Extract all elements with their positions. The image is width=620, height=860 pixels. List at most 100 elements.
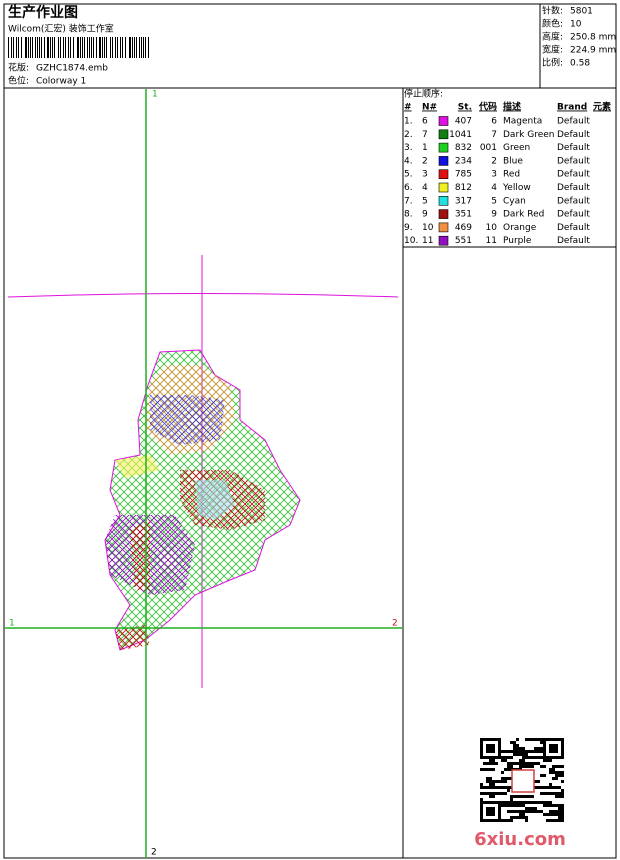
color-swatch (438, 182, 449, 193)
qr-cell (519, 810, 522, 813)
bar-stripe (110, 37, 111, 58)
qr-cell (561, 753, 564, 756)
qr-cell (525, 765, 528, 768)
qr-cell (558, 792, 561, 795)
qr-cell (519, 795, 522, 798)
qr-cell (504, 777, 507, 780)
qr-cell (498, 741, 501, 744)
qr-cell (561, 816, 564, 819)
column-header: 描述 (503, 101, 521, 113)
qr-cell (555, 819, 558, 822)
qr-cell (504, 756, 507, 759)
qr-cell (549, 786, 552, 789)
qr-cell (480, 753, 483, 756)
qr-cell (519, 762, 522, 765)
qr-cell (558, 813, 561, 816)
qr-cell (489, 786, 492, 789)
qr-cell (561, 774, 564, 777)
qr-cell (540, 741, 543, 744)
qr-cell (480, 819, 483, 822)
qr-cell (507, 768, 510, 771)
qr-cell (501, 750, 504, 753)
qr-cell (498, 816, 501, 819)
color-swatch (438, 116, 449, 126)
qr-cell (510, 816, 513, 819)
description: Green (503, 143, 530, 153)
qr-cell (519, 813, 522, 816)
qr-cell (498, 753, 501, 756)
qr-cell (534, 756, 537, 759)
qr-cell (516, 744, 519, 747)
qr-code (480, 738, 566, 824)
code: 2 (491, 156, 497, 166)
qr-cell (483, 762, 486, 765)
qr-cell (498, 810, 501, 813)
qr-cell (510, 795, 513, 798)
bar-stripe (93, 37, 94, 58)
qr-cell (543, 741, 546, 744)
qr-cell (501, 780, 504, 783)
qr-cell (492, 738, 495, 741)
qr-cell (480, 747, 483, 750)
qr-cell (492, 750, 495, 753)
design-area (130, 520, 150, 590)
qr-cell (489, 759, 492, 762)
stat-label: 比例: (542, 57, 563, 69)
bar-stripe (102, 37, 103, 58)
qr-cell (561, 738, 564, 741)
qr-cell (549, 759, 552, 762)
qr-cell (543, 759, 546, 762)
qr-cell (549, 756, 552, 759)
bar-stripe (136, 37, 137, 58)
row-number: 3. (404, 143, 413, 153)
qr-cell (552, 813, 555, 816)
qr-cell (549, 744, 552, 747)
code: 001 (480, 143, 497, 153)
qr-cell (549, 801, 552, 804)
qr-cell (522, 813, 525, 816)
qr-cell (549, 819, 552, 822)
qr-cell (510, 756, 513, 759)
qr-cell (528, 807, 531, 810)
qr-cell (546, 756, 549, 759)
qr-cell (555, 771, 558, 774)
stitches: 785 (455, 170, 472, 180)
qr-cell (498, 813, 501, 816)
stat-value: 224.9 mm (570, 46, 616, 56)
qr-cell (528, 756, 531, 759)
qr-cell (504, 768, 507, 771)
qr-cell (558, 816, 561, 819)
qr-cell (543, 750, 546, 753)
bar-stripe (54, 37, 55, 58)
qr-cell (480, 792, 483, 795)
qr-cell (495, 786, 498, 789)
qr-cell (486, 813, 489, 816)
description: Dark Green (503, 130, 554, 140)
bar-stripe (52, 37, 53, 58)
qr-cell (543, 804, 546, 807)
qr-cell (486, 786, 489, 789)
qr-cell (561, 780, 564, 783)
table-title: 停止顺序: (404, 88, 443, 100)
bar-stripe (112, 37, 113, 58)
stat-label: 高度: (542, 31, 563, 43)
qr-cell (516, 747, 519, 750)
stat-value: 5801 (570, 7, 593, 17)
qr-cell (510, 750, 513, 753)
brand: Default (557, 210, 590, 220)
qr-cell (513, 810, 516, 813)
qr-cell (483, 738, 486, 741)
qr-cell (483, 819, 486, 822)
axis-marker: 2 (392, 619, 398, 629)
qr-cell (555, 804, 558, 807)
qr-cell (561, 744, 564, 747)
qr-cell (492, 795, 495, 798)
qr-cell (489, 777, 492, 780)
qr-cell (555, 756, 558, 759)
qr-cell (549, 810, 552, 813)
code: 11 (486, 236, 497, 246)
bar-stripe (63, 37, 64, 58)
qr-cell (486, 807, 489, 810)
bar-stripe (21, 37, 22, 58)
qr-cell (486, 801, 489, 804)
